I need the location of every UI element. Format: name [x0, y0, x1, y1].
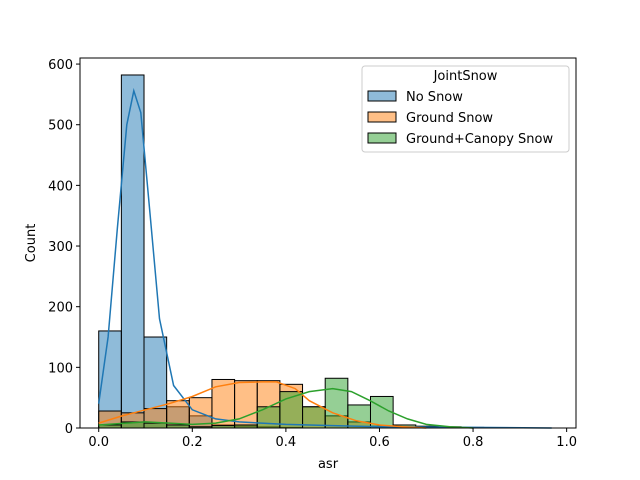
x-tick-label: 0.4	[276, 435, 297, 450]
y-tick-label: 600	[48, 58, 73, 73]
legend-swatch-s2	[367, 132, 397, 144]
legend: JointSnow No Snow Ground Snow Ground+Canopy…	[361, 65, 570, 153]
kde-line-s1	[98, 381, 427, 429]
legend-label-s2: Ground+Canopy Snow	[406, 132, 553, 147]
y-axis-label: Count	[24, 224, 39, 263]
y-tick-label: 100	[48, 361, 73, 376]
y-tick-label: 200	[48, 301, 73, 316]
histogram-bar-s2-b2	[143, 422, 168, 429]
plot-area	[97, 74, 552, 429]
x-tick-label: 0.6	[369, 435, 390, 450]
legend-swatch-s0	[367, 90, 397, 102]
x-axis-label: asr	[318, 457, 339, 472]
legend-title: JointSnow	[433, 69, 498, 84]
kde-line-s0	[97, 87, 552, 429]
x-tick-label: 0.0	[88, 435, 109, 450]
x-tick-label: 1.0	[556, 435, 577, 450]
legend-label-s0: No Snow	[406, 90, 463, 105]
y-tick-label: 500	[48, 119, 73, 134]
x-tick-label: 0.8	[463, 435, 484, 450]
legend-swatch-s1	[367, 111, 397, 123]
y-tick-label: 400	[48, 179, 73, 194]
axes-frame	[79, 57, 577, 429]
axes: 0.0 0.2 0.4 0.6 0.8 1.0 0 100 200 300 400 500 600 asr…	[24, 57, 577, 472]
histogram-bar-s1-b6	[234, 380, 258, 429]
kde-line-s2	[98, 387, 474, 429]
legend-box	[361, 65, 570, 153]
legend-label-s1: Ground Snow	[406, 111, 493, 126]
y-tick-label: 300	[48, 240, 73, 255]
histogram-bar-s0-b1	[120, 74, 145, 429]
histogram-bar-s2-b11	[347, 404, 371, 429]
x-tick-label: 0.2	[182, 435, 203, 450]
y-tick-label: 0	[65, 422, 73, 437]
histogram-bar-s2-b10	[324, 377, 349, 429]
